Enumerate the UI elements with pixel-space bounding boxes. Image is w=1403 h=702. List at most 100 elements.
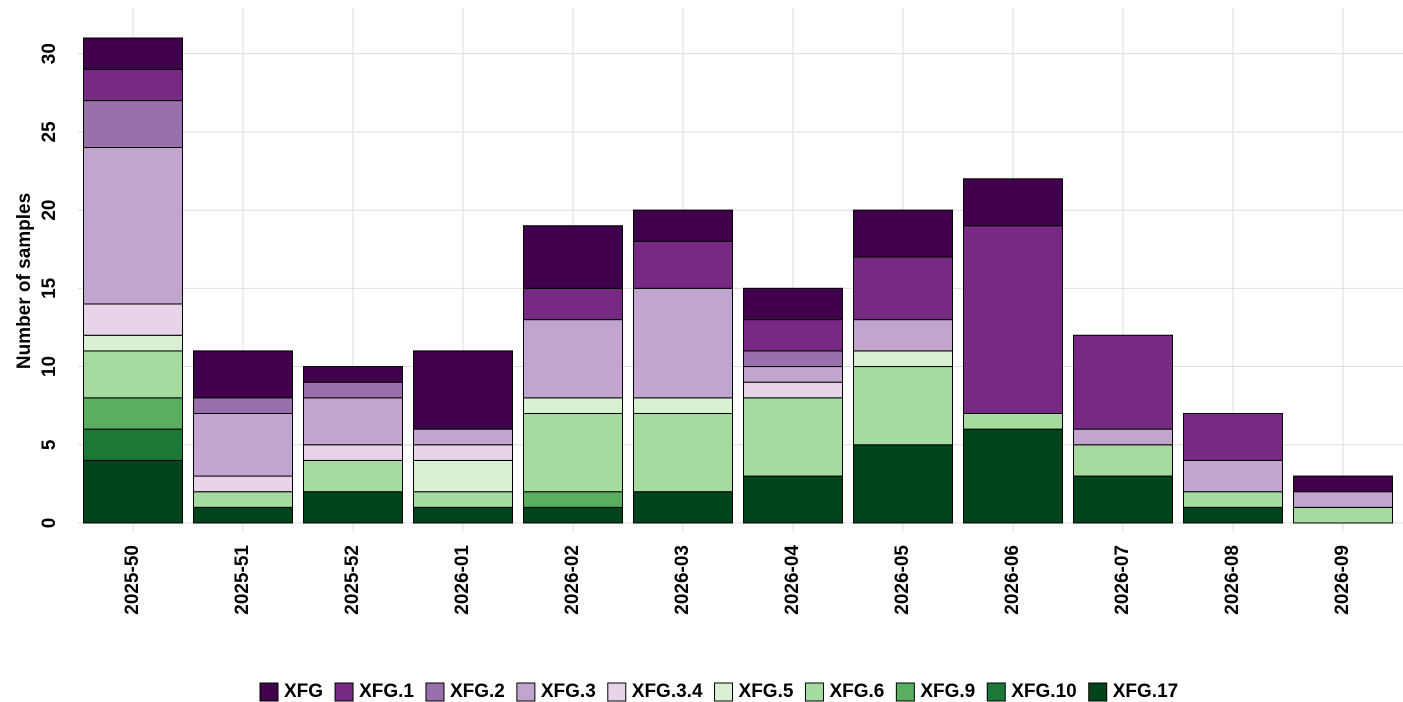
bar-segment: [1293, 475, 1393, 493]
x-tick-label: 2026-06: [1002, 545, 1023, 615]
bar-segment: [193, 506, 293, 524]
legend-swatch: [607, 682, 627, 702]
x-tick-label: 2026-08: [1222, 545, 1243, 615]
bar-segment: [523, 319, 623, 399]
bar-segment: [853, 366, 953, 446]
legend-label: XFG.9: [920, 681, 975, 702]
bar-segment: [1073, 334, 1173, 430]
bar-segment: [303, 381, 403, 399]
bar-segment: [193, 397, 293, 414]
legend-swatch: [516, 682, 536, 702]
bar-segment: [743, 287, 843, 321]
bar-segment: [523, 397, 623, 414]
legend-swatch: [804, 682, 824, 702]
bar-segment: [1183, 412, 1283, 461]
bar-segment: [83, 100, 183, 149]
y-axis-title: Number of samples: [14, 193, 35, 369]
bar-segment: [633, 397, 733, 414]
x-tick-label: 2025-52: [342, 545, 363, 615]
bar-segment: [413, 459, 513, 493]
bar-segment: [743, 350, 843, 368]
x-tick-label: 2026-02: [562, 545, 583, 615]
bar-segment: [633, 240, 733, 289]
legend-label: XFG.17: [1113, 681, 1178, 702]
bar-segment: [963, 225, 1063, 414]
bar-segment: [193, 350, 293, 399]
legend-label: XFG.3.4: [632, 681, 703, 702]
bar-segment: [413, 506, 513, 524]
legend-swatch: [1088, 682, 1108, 702]
legend-swatch: [425, 682, 445, 702]
bar-segment: [633, 287, 733, 399]
y-tick-label: 5: [39, 439, 60, 450]
bar-segment: [523, 491, 623, 508]
bar-segment: [303, 444, 403, 461]
bar-segment: [523, 506, 623, 524]
y-tick-label: 0: [39, 518, 60, 529]
bar-segment: [83, 37, 183, 70]
legend-label: XFG.2: [450, 681, 505, 702]
bar-segment: [853, 256, 953, 321]
bar-segment: [83, 303, 183, 336]
bar-segment: [83, 147, 183, 305]
bar-segment: [83, 397, 183, 430]
bar-segment: [83, 68, 183, 102]
bar-segment: [963, 178, 1063, 227]
bar-segment: [303, 397, 403, 446]
x-tick-label: 2026-07: [1112, 545, 1133, 615]
bar-segment: [633, 491, 733, 524]
legend-swatch: [334, 682, 354, 702]
legend-swatch: [895, 682, 915, 702]
bar-segment: [303, 491, 403, 524]
bar-segment: [1183, 506, 1283, 524]
bar-segment: [853, 350, 953, 368]
x-tick-label: 2025-51: [232, 545, 253, 615]
legend-label: XFG.1: [359, 681, 414, 702]
bar-segment: [523, 225, 623, 289]
bar-segment: [193, 491, 293, 508]
bar-segment: [963, 412, 1063, 430]
bar-segment: [963, 428, 1063, 524]
bar-segment: [83, 334, 183, 352]
bar-segment: [413, 428, 513, 446]
bar-segment: [1073, 475, 1173, 524]
legend-swatch: [259, 682, 279, 702]
y-tick-label: 30: [39, 43, 60, 64]
bar-segment: [83, 428, 183, 461]
legend-label: XFG: [284, 681, 323, 702]
legend-swatch: [986, 682, 1006, 702]
bar-segment: [853, 319, 953, 352]
bar-segment: [303, 366, 403, 383]
bar-segment: [83, 459, 183, 524]
x-tick-label: 2026-01: [452, 545, 473, 615]
bar-segment: [1073, 428, 1173, 446]
legend-label: XFG.3: [541, 681, 596, 702]
bar-segment: [633, 209, 733, 242]
y-tick-label: 10: [39, 356, 60, 377]
x-tick-label: 2025-50: [122, 545, 143, 615]
legend-swatch: [714, 682, 734, 702]
bar-segment: [743, 319, 843, 352]
x-tick-label: 2026-05: [892, 545, 913, 615]
x-tick-label: 2026-09: [1332, 545, 1353, 615]
bar-segment: [743, 397, 843, 477]
bar-segment: [413, 350, 513, 430]
bar-segment: [523, 287, 623, 321]
bar-segment: [193, 412, 293, 477]
bar-segment: [83, 350, 183, 399]
legend-label: XFG.5: [739, 681, 794, 702]
legend-label: XFG.6: [829, 681, 884, 702]
bar-segment: [1073, 444, 1173, 477]
x-tick-label: 2026-03: [672, 545, 693, 615]
bar-segment: [413, 491, 513, 508]
bar-segment: [523, 412, 623, 493]
bar-segment: [743, 366, 843, 383]
bar-segment: [1293, 491, 1393, 508]
x-tick-label: 2026-04: [782, 545, 803, 615]
y-tick-label: 15: [39, 277, 60, 299]
legend-label: XFG.10: [1011, 681, 1076, 702]
bar-segment: [853, 209, 953, 258]
bar-segment: [853, 444, 953, 524]
bar-segment: [193, 475, 293, 493]
